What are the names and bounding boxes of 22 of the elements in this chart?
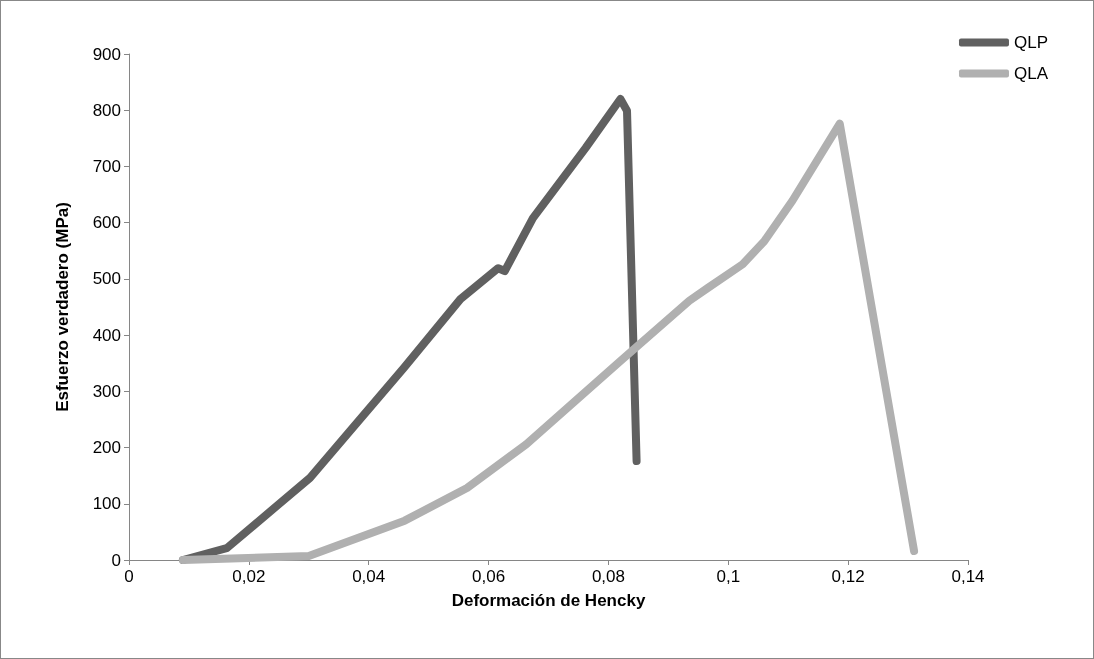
y-tick-label: 100 xyxy=(92,494,121,514)
x-tick-label: 0,08 xyxy=(591,567,625,586)
y-axis-title: Esfuerzo verdadero (MPa) xyxy=(53,202,72,412)
x-axis-title: Deformación de Hencky xyxy=(451,591,646,610)
x-tick-label: 0,14 xyxy=(951,567,985,586)
y-tick-label: 800 xyxy=(92,100,121,120)
y-tick-label: 700 xyxy=(92,156,121,176)
x-tick-label: 0 xyxy=(124,567,134,586)
y-tick-label: 300 xyxy=(92,381,121,401)
x-tick-label: 0,02 xyxy=(232,567,266,586)
y-tick-label: 400 xyxy=(92,325,121,345)
x-tick-label: 0,04 xyxy=(352,567,386,586)
y-tick-label: 500 xyxy=(92,269,121,289)
legend-label: QLA xyxy=(1013,64,1049,83)
y-tick-label: 200 xyxy=(92,438,121,458)
legend-label: QLP xyxy=(1013,33,1049,52)
x-tick-label: 0,12 xyxy=(831,567,865,586)
y-tick-label: 900 xyxy=(92,44,121,64)
x-tick-label: 0,1 xyxy=(716,567,741,586)
y-tick-label: 600 xyxy=(92,213,121,233)
y-tick-label: 0 xyxy=(111,550,121,570)
x-tick-label: 0,06 xyxy=(472,567,506,586)
